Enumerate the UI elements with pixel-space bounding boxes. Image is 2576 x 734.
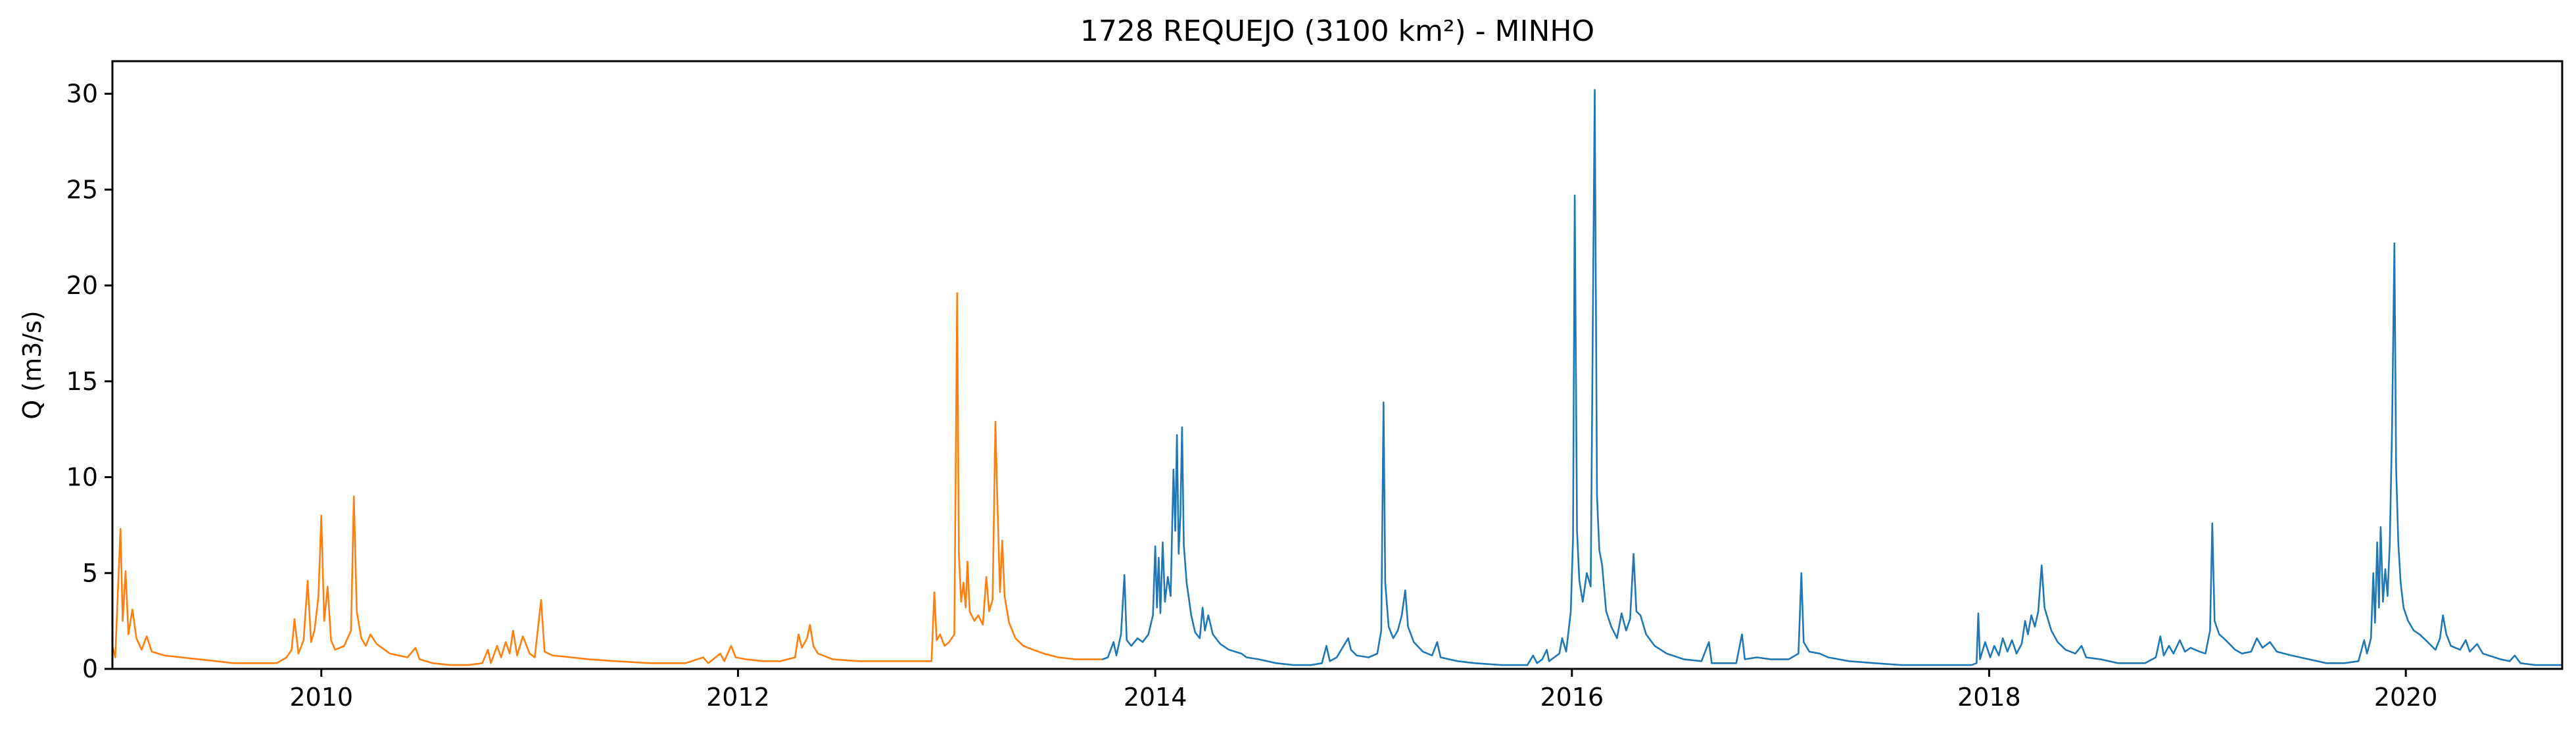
y-tick-label: 5 [82, 558, 98, 587]
y-axis-label: Q (m3/s) [18, 310, 47, 419]
x-tick-label: 2010 [289, 683, 353, 712]
series-line-2 [1101, 89, 2564, 666]
x-tick-label: 2020 [2374, 683, 2438, 712]
series-line-1 [111, 292, 1103, 666]
x-tick-label: 2016 [1540, 683, 1604, 712]
axes-frame [111, 60, 2564, 670]
y-tick-label: 30 [66, 80, 98, 109]
x-ticks: 2010 2012 2014 2016 2018 2020 [289, 669, 2437, 712]
y-tick-label: 25 [66, 175, 98, 204]
x-tick-label: 2018 [1957, 683, 2021, 712]
y-tick-label: 20 [66, 271, 98, 300]
y-tick-label: 10 [66, 463, 98, 492]
y-ticks: 0 5 10 15 20 25 30 [66, 80, 112, 683]
plot-area [111, 89, 2564, 666]
x-tick-label: 2012 [706, 683, 770, 712]
y-tick-label: 15 [66, 367, 98, 396]
chart-title: 1728 REQUEJO (3100 km²) - MINHO [1080, 14, 1594, 48]
y-tick-label: 0 [82, 654, 98, 683]
x-tick-label: 2014 [1124, 683, 1187, 712]
